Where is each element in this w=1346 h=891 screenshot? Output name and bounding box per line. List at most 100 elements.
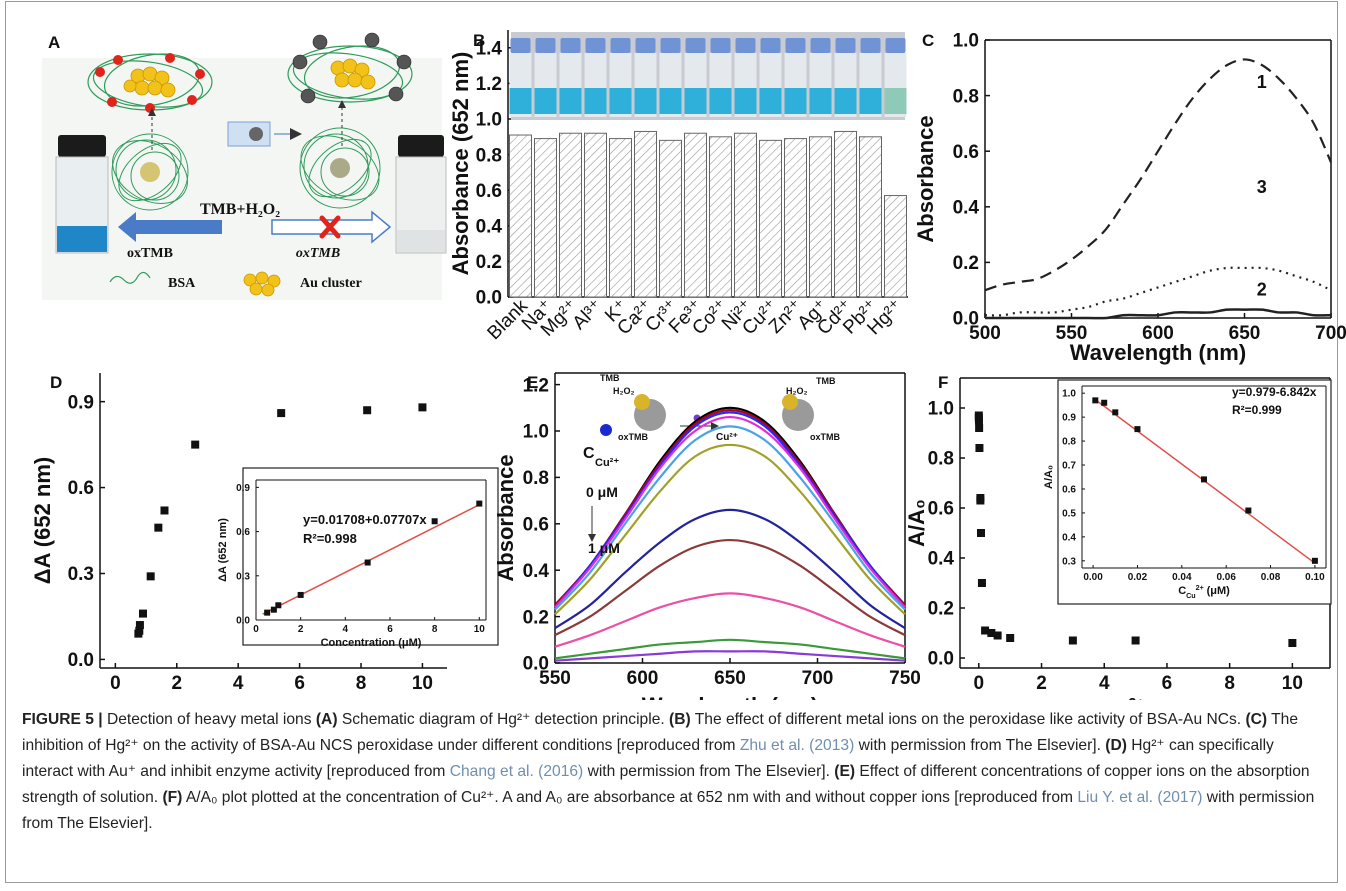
y-axis-title: Absorbance (652 nm) xyxy=(448,52,473,276)
legend-label: Au cluster xyxy=(300,276,362,291)
vial-liquid xyxy=(509,88,532,114)
axis-title-part: C xyxy=(1093,696,1109,700)
line-series xyxy=(554,443,906,616)
x-tick-label: 0 xyxy=(110,673,121,694)
vial-liquid xyxy=(709,88,732,114)
bar xyxy=(859,136,882,298)
x-tick-label: 0.06 xyxy=(1216,572,1236,583)
y-tick-label: 0.6 xyxy=(1062,484,1076,495)
bsa-protein xyxy=(111,133,189,211)
vial-liquid xyxy=(734,88,757,114)
panel-letter: B xyxy=(473,31,485,50)
vial-blue xyxy=(55,135,109,254)
axis-title-part: 2+ xyxy=(1196,584,1204,592)
data-point xyxy=(431,518,438,525)
bsa-icon xyxy=(109,271,151,284)
product-label: oxTMB xyxy=(296,246,340,261)
au-core xyxy=(140,162,160,182)
data-point xyxy=(363,406,372,415)
vial-liquid xyxy=(634,88,657,114)
annotation: Cu²⁺ xyxy=(595,457,619,469)
y-axis-title: Absorbance xyxy=(493,454,518,581)
series-label: 2 xyxy=(1257,280,1267,300)
y-tick-label: 0.7 xyxy=(1062,461,1076,472)
annotation: oxTMB xyxy=(810,432,840,442)
x-axis-title: Wavelength (nm) xyxy=(1070,340,1246,365)
y-tick-label: 0.0 xyxy=(476,288,502,309)
bar xyxy=(709,136,732,298)
x-tick-label: 10 xyxy=(1282,673,1303,694)
y-tick-label: 0.6 xyxy=(68,478,94,499)
data-point xyxy=(135,626,144,635)
y-tick-label: 0.4 xyxy=(523,561,550,582)
au-cluster xyxy=(123,66,176,98)
au-core xyxy=(330,158,350,178)
caption-text: FIGURE 5 | xyxy=(22,711,103,728)
x-tick-label: 6 xyxy=(387,624,393,635)
data-point xyxy=(974,416,983,425)
x-tick-label: 500 xyxy=(969,323,1001,344)
y-tick-label: 1.0 xyxy=(1062,389,1076,400)
data-point xyxy=(1311,557,1318,564)
data-point xyxy=(975,444,984,452)
vial-liquid xyxy=(884,88,907,114)
y-axis-title: ΔA (652 nm) xyxy=(30,457,55,584)
panel-a: A xyxy=(42,32,447,300)
axis-title-part: 2+ xyxy=(1128,696,1144,700)
caption-text: (A) xyxy=(315,711,338,728)
vial-liquid xyxy=(859,88,882,114)
data-point xyxy=(160,506,169,515)
x-tick-label: 550 xyxy=(539,668,571,689)
y-tick-label: 0.8 xyxy=(476,145,502,166)
vial-cap xyxy=(560,38,581,53)
bar xyxy=(584,132,607,298)
reaction-label: TMB+H₂O₂ xyxy=(200,201,280,218)
x-tick-label: 750 xyxy=(889,668,921,689)
annotation: y=0.979-6.842x xyxy=(1232,385,1317,399)
vial-liquid xyxy=(659,88,682,114)
vial-cap xyxy=(885,38,906,53)
vial-cap xyxy=(635,38,656,53)
x-tick-label: 0.10 xyxy=(1305,572,1325,583)
vial-cap xyxy=(660,38,681,53)
mercury-spheres xyxy=(292,32,412,104)
bar xyxy=(609,138,632,298)
x-tick-label: 6 xyxy=(1162,673,1173,694)
panel-letter: D xyxy=(50,373,62,392)
blue-arrow xyxy=(118,212,222,242)
citation-link[interactable]: Chang et al. (2016) xyxy=(449,763,584,780)
data-point xyxy=(1134,426,1141,433)
annotation: C xyxy=(583,445,595,462)
y-axis-title: Absorbance xyxy=(913,115,938,242)
caption-text: with permission from The Elsevier]. xyxy=(583,763,835,780)
y-tick-label: 1.0 xyxy=(523,422,549,443)
x-tick-label: 10 xyxy=(412,673,433,694)
data-point xyxy=(1245,507,1252,514)
panel-letter: A xyxy=(48,33,60,52)
vial-liquid xyxy=(584,88,607,114)
x-tick-label: 550 xyxy=(1056,323,1088,344)
y-tick-label: 0.8 xyxy=(928,449,954,470)
line-series xyxy=(985,308,1332,320)
data-point xyxy=(364,559,371,566)
vial-liquid xyxy=(784,88,807,114)
y-tick-label: 0.6 xyxy=(236,527,250,538)
citation-link[interactable]: Liu Y. et al. (2017) xyxy=(1077,789,1203,806)
citation-link[interactable]: Zhu et al. (2013) xyxy=(739,737,855,754)
bar xyxy=(759,139,782,298)
data-point xyxy=(146,572,155,581)
vial-cap xyxy=(760,38,781,53)
bar xyxy=(534,138,557,298)
y-tick-label: 0.6 xyxy=(523,514,549,535)
data-point xyxy=(191,440,200,449)
au-cluster xyxy=(330,58,376,90)
bar xyxy=(834,130,857,298)
figure-caption: FIGURE 5 | Detection of heavy metal ions… xyxy=(22,707,1327,837)
x-tick-label: 0.00 xyxy=(1083,572,1103,583)
product-label: oxTMB xyxy=(127,246,173,261)
vial-cap xyxy=(510,38,531,53)
panel-letter: E xyxy=(527,373,538,392)
y-tick-label: 0.9 xyxy=(236,483,250,494)
y-tick-label: 1.0 xyxy=(476,110,502,131)
caption-text: with permission from The Elsevier]. xyxy=(22,789,1319,832)
